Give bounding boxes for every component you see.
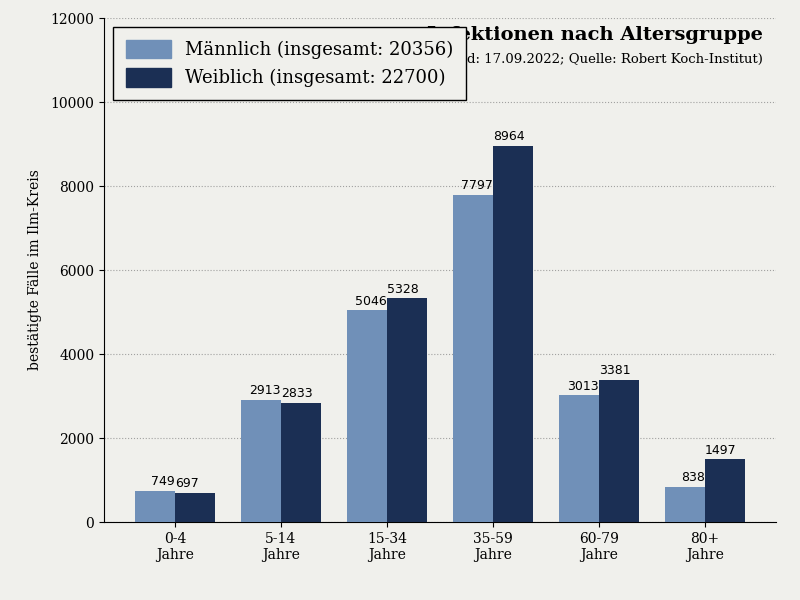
Text: 697: 697 bbox=[175, 477, 198, 490]
Bar bbox=[175, 493, 215, 522]
Bar bbox=[493, 146, 534, 522]
Text: 7797: 7797 bbox=[461, 179, 493, 192]
Bar bbox=[705, 459, 746, 522]
Text: 3013: 3013 bbox=[567, 380, 599, 393]
Text: 838: 838 bbox=[682, 471, 705, 484]
Bar bbox=[241, 400, 281, 522]
Bar bbox=[134, 491, 175, 522]
Bar bbox=[387, 298, 427, 522]
Text: Infektionen nach Altersgruppe: Infektionen nach Altersgruppe bbox=[426, 26, 762, 44]
Legend: Männlich (insgesamt: 20356), Weiblich (insgesamt: 22700): Männlich (insgesamt: 20356), Weiblich (i… bbox=[113, 27, 466, 100]
Text: 1497: 1497 bbox=[705, 443, 737, 457]
Bar bbox=[665, 487, 705, 522]
Text: 3381: 3381 bbox=[599, 364, 630, 377]
Text: 2833: 2833 bbox=[281, 388, 313, 400]
Bar bbox=[599, 380, 639, 522]
Text: 2913: 2913 bbox=[250, 384, 281, 397]
Bar bbox=[281, 403, 322, 522]
Y-axis label: bestätigte Fälle im Ilm-Kreis: bestätigte Fälle im Ilm-Kreis bbox=[28, 170, 42, 370]
Text: (Stand: 17.09.2022; Quelle: Robert Koch-Institut): (Stand: 17.09.2022; Quelle: Robert Koch-… bbox=[430, 53, 762, 66]
Bar bbox=[346, 310, 387, 522]
Bar bbox=[558, 395, 599, 522]
Text: 5328: 5328 bbox=[387, 283, 418, 296]
Text: 8964: 8964 bbox=[493, 130, 525, 143]
Text: 5046: 5046 bbox=[355, 295, 387, 308]
Bar bbox=[453, 194, 493, 522]
Text: 749: 749 bbox=[151, 475, 175, 488]
